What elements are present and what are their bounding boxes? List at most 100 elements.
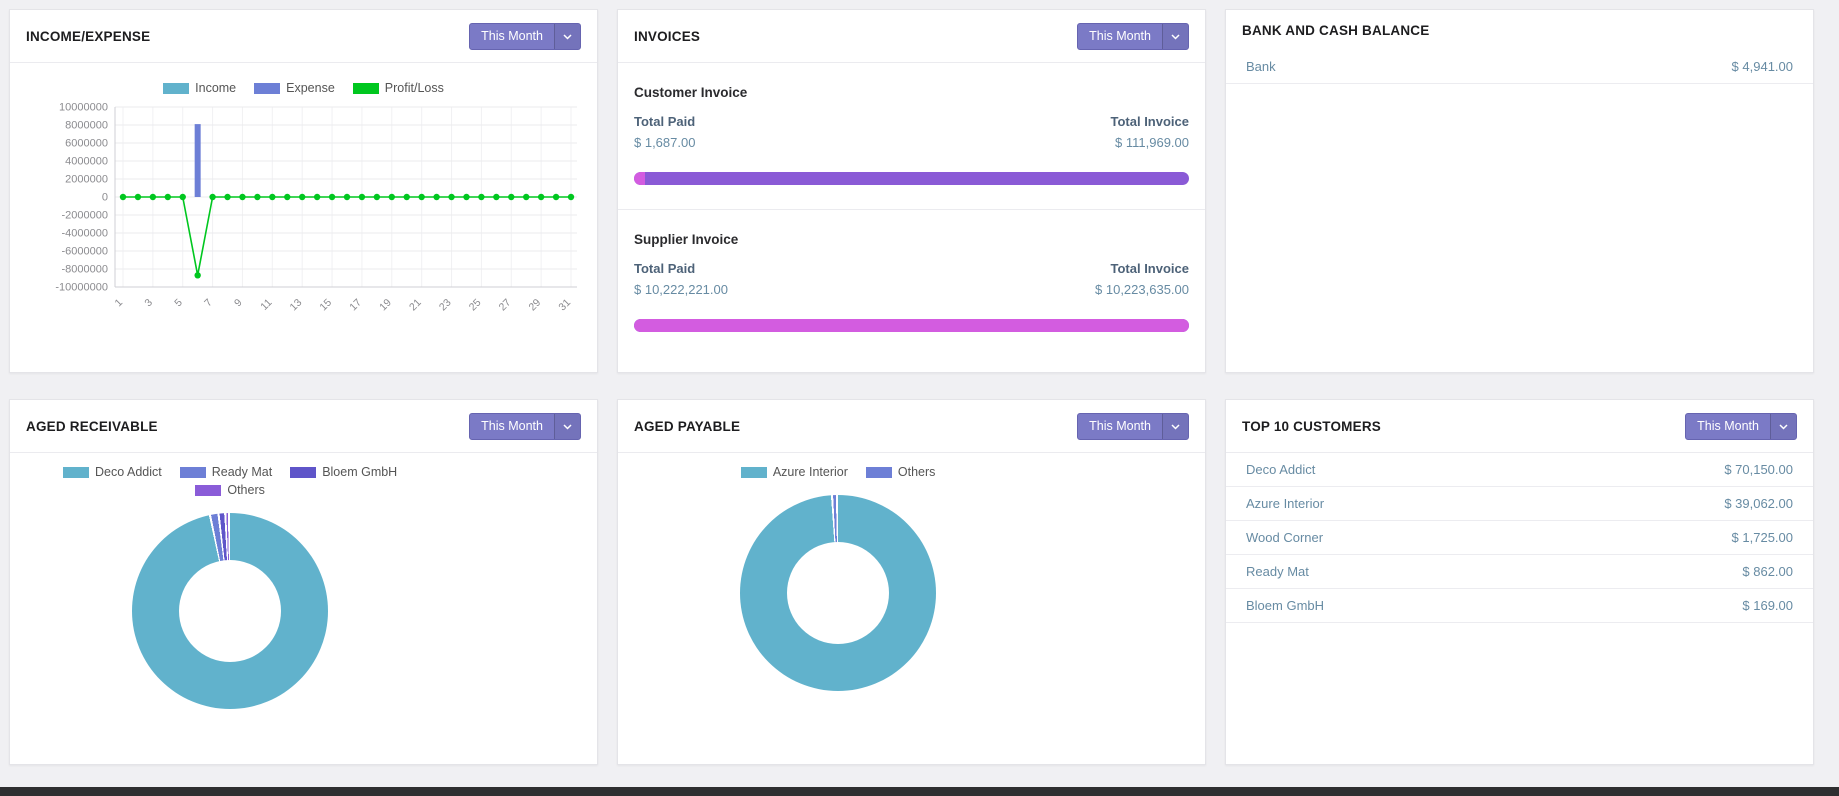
bank-title: BANK AND CASH BALANCE [1242,23,1430,38]
svg-text:19: 19 [377,297,394,314]
svg-text:4000000: 4000000 [65,156,108,168]
total-invoice-label: Total Invoice [1110,114,1190,129]
svg-text:11: 11 [258,297,274,313]
customer-invoice-heading: Customer Invoice [634,85,748,100]
chevron-down-icon [554,24,580,49]
customer-total-paid-value: $ 1,687.00 [634,135,696,150]
svg-text:25: 25 [467,297,484,314]
aged-payable-legend: Azure Interior Others [732,463,945,481]
table-row[interactable]: Deco Addict $ 70,150.00 [1226,453,1813,487]
legend-item[interactable]: Azure Interior [740,465,848,479]
legend-item[interactable]: Profit/Loss [352,81,444,95]
customer-link[interactable]: Bloem GmbH [1246,598,1325,613]
legend-label: Bloem GmbH [322,465,398,479]
supplier-total-paid-value: $ 10,222,221.00 [634,282,728,297]
chevron-down-icon [554,414,580,439]
customer-amount: $ 862.00 [1742,564,1793,579]
aged-payable-chart-area: Azure Interior Others [618,453,1058,764]
customer-link[interactable]: Ready Mat [1246,564,1309,579]
invoices-title: INVOICES [634,29,701,44]
svg-text:-2000000: -2000000 [62,210,109,222]
customer-link[interactable]: Azure Interior [1246,496,1325,511]
income-expense-chart[interactable]: -10000000 -8000000 -6000000 -4000000 -200000… [17,99,590,329]
aged-receivable-header: AGED RECEIVABLE This Month [10,400,597,453]
legend-item[interactable]: Others [865,465,935,479]
legend-swatch [865,466,892,478]
svg-text:10000000: 10000000 [59,102,108,114]
customer-link[interactable]: Wood Corner [1246,530,1324,545]
aged-payable-header: AGED PAYABLE This Month [618,400,1205,453]
svg-text:7: 7 [202,297,215,310]
customer-amount: $ 1,725.00 [1731,530,1793,545]
table-row[interactable]: Bloem GmbH $ 169.00 [1226,589,1813,623]
svg-text:1: 1 [113,297,126,310]
customer-invoice-progress[interactable] [634,172,1189,185]
legend-label: Ready Mat [211,465,273,479]
legend-label: Expense [286,81,335,95]
aged-receivable-period-filter[interactable]: This Month [469,413,581,440]
svg-text:2000000: 2000000 [65,174,108,186]
income-expense-header: INCOME/EXPENSE This Month [10,10,597,63]
top-customers-card: TOP 10 CUSTOMERS This Month Deco Addict … [1225,399,1814,765]
svg-text:-8000000: -8000000 [62,264,109,276]
customer-link[interactable]: Deco Addict [1246,462,1316,477]
donut-hole [179,560,282,662]
income-expense-legend: Income Expense Profit/Loss [10,79,597,97]
legend-label: Income [195,81,237,95]
svg-text:23: 23 [437,297,454,314]
legend-label: Deco Addict [95,465,162,479]
total-paid-label: Total Paid [634,114,696,129]
income-expense-period-filter[interactable]: This Month [469,23,581,50]
table-row[interactable]: Ready Mat $ 862.00 [1226,555,1813,589]
section-divider [618,209,1205,210]
legend-item[interactable]: Income [163,81,236,95]
income-expense-card: INCOME/EXPENSE This Month Income Expense P… [9,9,598,373]
svg-text:15: 15 [317,297,334,314]
legend-swatch [352,82,379,94]
legend-label: Others [227,483,265,497]
legend-item[interactable]: Expense [254,81,335,95]
customer-total-invoice-value: $ 111,969.00 [1115,135,1189,150]
donut-hole [787,542,890,644]
aged-receivable-donut[interactable] [132,513,329,709]
bank-amount: $ 4,941.00 [1731,59,1793,74]
customer-amount: $ 39,062.00 [1724,496,1793,511]
period-filter-label: This Month [481,419,543,433]
legend-item[interactable]: Bloem GmbH [290,465,397,479]
svg-text:29: 29 [527,297,544,314]
period-filter-label: This Month [1089,29,1151,43]
bank-header: BANK AND CASH BALANCE [1226,10,1813,50]
bank-link[interactable]: Bank [1246,59,1276,74]
legend-item[interactable]: Deco Addict [63,465,162,479]
chevron-down-icon [1162,414,1188,439]
legend-label: Profit/Loss [384,81,444,95]
legend-item[interactable]: Others [195,483,265,497]
top-customers-period-filter[interactable]: This Month [1685,413,1797,440]
supplier-invoice-heading: Supplier Invoice [634,232,739,247]
legend-swatch [740,466,767,478]
invoices-header: INVOICES This Month [618,10,1205,63]
supplier-invoice-progress[interactable] [634,319,1189,332]
invoices-period-filter[interactable]: This Month [1077,23,1189,50]
legend-item[interactable]: Ready Mat [179,465,273,479]
table-row[interactable]: Azure Interior $ 39,062.00 [1226,487,1813,521]
customer-invoice-progress-fill [634,172,646,185]
table-row[interactable]: Wood Corner $ 1,725.00 [1226,521,1813,555]
top-customers-header: TOP 10 CUSTOMERS This Month [1226,400,1813,453]
chevron-down-icon [1770,414,1796,439]
aged-payable-donut[interactable] [740,495,937,691]
aged-payable-period-filter[interactable]: This Month [1077,413,1189,440]
top-customers-title: TOP 10 CUSTOMERS [1242,419,1381,434]
svg-text:-4000000: -4000000 [62,228,109,240]
svg-text:-6000000: -6000000 [62,246,109,258]
customer-invoice-section: Customer Invoice Total Paid $ 1,687.00 T… [618,63,1205,209]
legend-swatch [63,466,90,478]
bank-row[interactable]: Bank $ 4,941.00 [1226,50,1813,84]
legend-swatch [195,484,222,496]
svg-text:13: 13 [288,297,305,314]
svg-text:5: 5 [172,297,185,310]
accounting-dashboard: INCOME/EXPENSE This Month Income Expense P… [9,9,1814,765]
svg-text:21: 21 [407,297,424,314]
legend-swatch [163,82,190,94]
aged-payable-card: AGED PAYABLE This Month Azure Interior Ot… [617,399,1206,765]
